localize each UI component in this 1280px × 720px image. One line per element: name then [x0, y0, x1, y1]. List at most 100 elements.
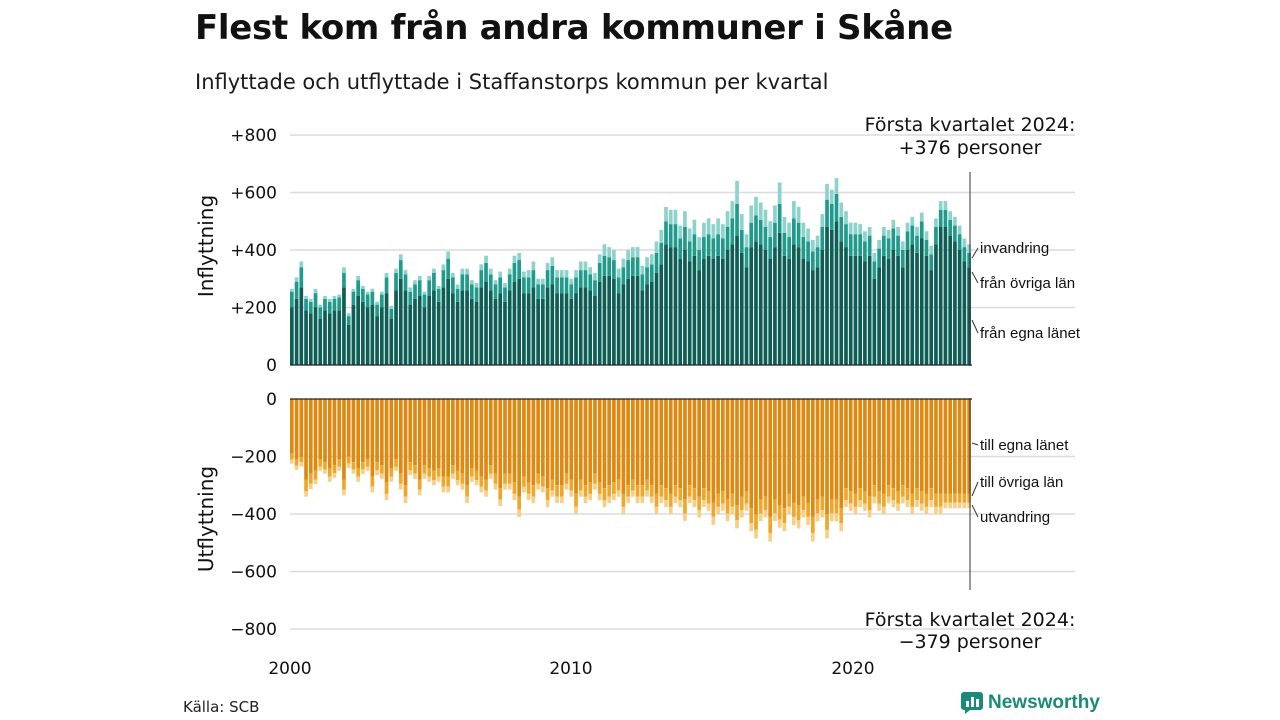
bar-in-1	[361, 288, 365, 302]
bar-in-2	[938, 201, 943, 210]
bar-out-1	[531, 485, 536, 497]
bar-in-0	[645, 284, 649, 365]
bar-in-0	[664, 244, 668, 365]
bar-in-0	[905, 250, 910, 365]
bar-in-0	[597, 281, 602, 366]
bar-out-1	[953, 493, 957, 503]
bar-out-2	[654, 506, 659, 514]
bar-out-0	[484, 399, 488, 480]
inflyttning-gridlines	[290, 134, 1075, 309]
bar-out-0	[716, 399, 720, 494]
bar-out-1	[479, 476, 484, 487]
bar-out-1	[550, 479, 555, 491]
bar-in-2	[299, 261, 304, 268]
bar-out-0	[754, 399, 758, 514]
bar-in-0	[574, 293, 578, 366]
bar-out-0	[796, 399, 801, 506]
bar-out-2	[541, 486, 545, 493]
bar-out-0	[555, 399, 559, 486]
bar-in-2	[957, 225, 962, 235]
bar-out-2	[863, 503, 867, 511]
bar-in-0	[299, 287, 304, 366]
bar-out-1	[910, 493, 915, 507]
bar-out-1	[308, 473, 313, 484]
bar-out-1	[810, 516, 815, 533]
bar-in-2	[867, 227, 872, 236]
bar-out-0	[810, 399, 815, 517]
bar-out-0	[919, 399, 924, 491]
bar-out-1	[507, 473, 512, 484]
bar-out-2	[621, 506, 626, 514]
bar-out-0	[465, 399, 469, 486]
bar-out-0	[503, 399, 507, 474]
bar-out-0	[346, 399, 351, 457]
bar-out-1	[900, 485, 905, 497]
bar-in-1	[919, 221, 924, 239]
bar-out-2	[683, 513, 687, 521]
bar-out-1	[616, 479, 621, 491]
bar-in-2	[863, 231, 867, 242]
bar-in-0	[616, 293, 621, 366]
bar-out-2	[550, 490, 555, 497]
bar-out-1	[327, 468, 332, 477]
bar-out-0	[379, 399, 384, 466]
bar-in-2	[294, 277, 299, 282]
bar-in-2	[555, 270, 559, 278]
bar-in-0	[934, 244, 938, 365]
bar-out-0	[408, 399, 413, 463]
bar-in-0	[365, 307, 370, 365]
bar-in-0	[716, 255, 720, 365]
bar-in-2	[649, 254, 654, 265]
bar-in-2	[739, 214, 744, 230]
bar-in-1	[616, 277, 621, 294]
bar-out-1	[569, 479, 574, 491]
bar-out-1	[313, 470, 318, 480]
bar-in-2	[379, 291, 384, 295]
bar-out-0	[356, 399, 360, 468]
bar-out-2	[645, 490, 649, 497]
bar-out-2	[702, 500, 706, 508]
bar-in-2	[962, 238, 967, 248]
bar-in-1	[967, 252, 971, 268]
bar-in-2	[427, 275, 432, 281]
bar-out-2	[853, 506, 858, 514]
bar-out-1	[375, 462, 379, 471]
bar-out-1	[706, 491, 711, 504]
bar-in-0	[379, 307, 384, 365]
bar-in-2	[290, 288, 294, 292]
bar-in-0	[924, 255, 929, 365]
bar-out-2	[593, 483, 597, 490]
bar-out-0	[451, 399, 455, 466]
bar-in-0	[962, 261, 967, 365]
bar-in-2	[469, 280, 474, 285]
bar-in-0	[522, 293, 526, 366]
leader-line	[971, 504, 979, 518]
series-label-in: invandring	[980, 240, 1049, 257]
bar-out-2	[389, 476, 394, 482]
bar-in-0	[394, 290, 398, 365]
bar-in-1	[370, 291, 375, 305]
bar-in-2	[460, 268, 465, 275]
bar-in-1	[626, 260, 630, 279]
bar-out-1	[758, 499, 763, 514]
bar-in-0	[782, 255, 787, 365]
bar-out-0	[877, 399, 881, 491]
bar-out-2	[417, 489, 422, 496]
bar-in-2	[578, 261, 583, 271]
bar-out-1	[365, 459, 370, 467]
bar-out-2	[953, 502, 957, 509]
bar-in-2	[678, 225, 683, 239]
bar-out-1	[512, 482, 517, 494]
bar-out-2	[877, 503, 881, 511]
bar-in-1	[773, 222, 777, 248]
bar-out-0	[654, 399, 659, 494]
bar-in-2	[839, 202, 844, 217]
bar-in-2	[829, 189, 834, 204]
bar-in-2	[621, 258, 626, 268]
bar-in-2	[934, 218, 938, 228]
bar-out-2	[308, 483, 313, 489]
bar-in-0	[626, 278, 630, 365]
bar-out-0	[905, 399, 910, 489]
bar-in-0	[413, 298, 417, 366]
bar-out-1	[673, 485, 678, 497]
